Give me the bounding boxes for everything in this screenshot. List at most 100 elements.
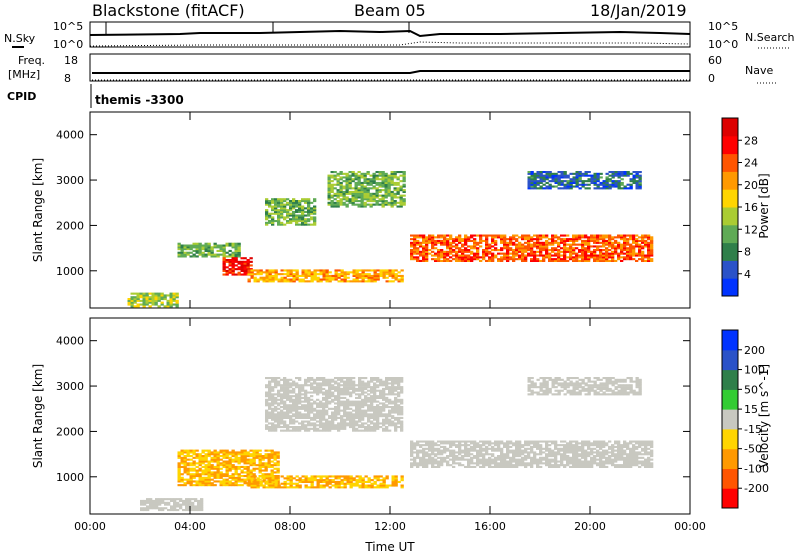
velocity-cell	[400, 409, 404, 412]
velocity-cell	[301, 426, 305, 429]
power-cell	[476, 247, 480, 250]
velocity-cell	[575, 465, 579, 468]
power-cell	[310, 209, 314, 212]
power-cell	[575, 258, 579, 261]
power-cell	[249, 264, 253, 267]
velocity-cell	[479, 445, 483, 448]
power-cell	[524, 238, 528, 241]
velocity-cell	[388, 378, 392, 381]
velocity-cell	[337, 402, 341, 405]
velocity-cell	[304, 424, 308, 427]
power-cell	[246, 262, 250, 265]
power-cell	[521, 256, 525, 259]
velocity-cell	[340, 393, 344, 396]
power-cell	[334, 278, 338, 281]
velocity-cell	[397, 393, 401, 396]
velocity-cell	[370, 409, 374, 412]
velocity-cell	[207, 473, 211, 476]
power-cell	[387, 181, 391, 184]
velocity-cell	[213, 484, 217, 487]
power-cell	[458, 250, 462, 253]
velocity-cell	[397, 380, 401, 383]
power-cell	[425, 249, 429, 252]
power-cell	[488, 250, 492, 253]
power-cell	[400, 276, 404, 279]
power-cell	[354, 200, 358, 203]
velocity-cell	[277, 398, 281, 401]
power-cell	[596, 180, 600, 183]
power-cell	[467, 249, 471, 252]
velocity-cell	[572, 453, 576, 456]
power-cell	[369, 178, 373, 181]
velocity-cell	[258, 458, 262, 461]
velocity-cell	[379, 486, 383, 489]
velocity-cell	[394, 422, 398, 425]
power-cell	[467, 254, 471, 257]
velocity-cell	[400, 386, 404, 389]
power-cell	[560, 239, 564, 242]
velocity-cell	[304, 409, 308, 412]
power-cell	[274, 205, 278, 208]
power-cell	[207, 246, 211, 249]
velocity-cell	[256, 484, 260, 487]
velocity-cell	[512, 449, 516, 452]
power-cell	[470, 234, 474, 237]
power-cell	[632, 180, 636, 183]
power-cell	[530, 185, 534, 188]
power-cell	[563, 172, 567, 175]
velocity-cell	[213, 460, 217, 463]
cpid-row: CPID themis -3300	[7, 84, 184, 108]
power-cell	[250, 274, 254, 277]
velocity-cell	[313, 387, 317, 390]
power-cell	[366, 190, 370, 193]
velocity-cell	[185, 507, 189, 510]
power-cell	[210, 253, 214, 256]
velocity-cell	[382, 387, 386, 390]
velocity-cell	[316, 406, 320, 409]
velocity-cell	[186, 471, 190, 474]
power-cell	[413, 256, 417, 259]
velocity-cell	[340, 416, 344, 419]
power-cell	[611, 241, 615, 244]
velocity-cell	[331, 413, 335, 416]
power-cell	[629, 254, 633, 257]
velocity-cell	[243, 475, 247, 478]
velocity-cell	[192, 464, 196, 467]
velocity-cell	[325, 400, 329, 403]
power-cell	[575, 243, 579, 246]
velocity-cell	[304, 380, 308, 383]
power-cell	[593, 178, 597, 181]
velocity-cell	[536, 447, 540, 450]
velocity-cell	[198, 453, 202, 456]
power-cell	[345, 181, 349, 184]
power-cell	[632, 247, 636, 250]
power-cell	[189, 244, 193, 247]
velocity-cell	[258, 471, 262, 474]
power-cell	[533, 250, 537, 253]
power-cell	[536, 241, 540, 244]
power-cell	[387, 192, 391, 195]
power-cell	[491, 252, 495, 255]
power-cell	[169, 303, 173, 306]
velocity-cell	[264, 462, 268, 465]
velocity-cell	[367, 477, 371, 480]
velocity-cell	[352, 386, 356, 389]
velocity-cell	[140, 501, 144, 504]
velocity-cell	[572, 462, 576, 465]
velocity-cell	[197, 507, 201, 510]
velocity-cell	[400, 416, 404, 419]
velocity-cell	[394, 398, 398, 401]
power-cell	[388, 271, 392, 274]
velocity-cell	[376, 407, 380, 410]
velocity-cell	[373, 480, 377, 483]
velocity-cell	[382, 382, 386, 385]
power-cell	[231, 264, 235, 267]
velocity-cell	[340, 377, 344, 380]
power-cell	[575, 259, 579, 262]
velocity-cell	[274, 402, 278, 405]
power-cell	[581, 174, 585, 177]
power-cell	[563, 185, 567, 188]
velocity-cell	[539, 458, 543, 461]
power-cell	[363, 174, 367, 177]
power-cell	[256, 273, 260, 276]
